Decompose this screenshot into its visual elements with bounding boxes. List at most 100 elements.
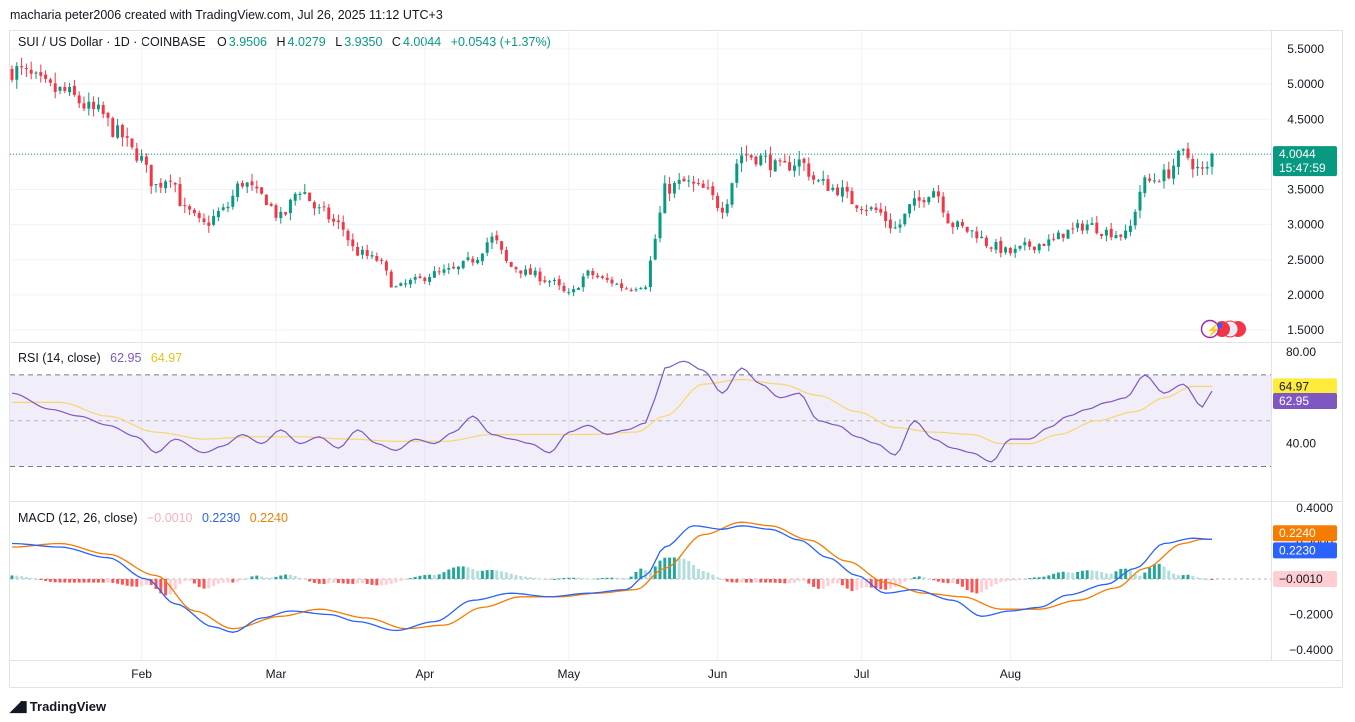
macd-histogram-bar [485, 570, 489, 579]
candle-body [370, 255, 374, 257]
macd-histogram-bar [845, 579, 849, 589]
candle-body [221, 207, 225, 210]
macd-histogram-bar [898, 579, 902, 585]
macd-histogram-bar [682, 558, 686, 579]
tradingview-logo-icon: ◢▮ [10, 698, 28, 715]
candle-body [279, 211, 283, 219]
candle-body [725, 204, 729, 214]
candle-body [696, 183, 700, 185]
candle-body [428, 277, 432, 282]
time-axis-ticks: Feb Mar Apr May Jun Jul Aug [131, 667, 1021, 681]
macd-histogram-bar [615, 577, 619, 579]
candle-body [653, 238, 657, 260]
macd-histogram-bar [317, 579, 321, 584]
candle-body [773, 160, 777, 172]
candle-body [15, 66, 19, 80]
candle-body [1148, 178, 1152, 181]
candle-body [788, 162, 792, 171]
candle-body [687, 180, 691, 182]
macd-histogram-bar [303, 579, 307, 580]
macd-histogram-bar [476, 570, 480, 579]
macd-histogram-bar [965, 579, 969, 591]
macd-histogram-bar [15, 575, 19, 579]
candle-body [1032, 246, 1036, 251]
candle-body [298, 193, 302, 195]
macd-histogram-bar [591, 578, 595, 580]
candle-body [336, 220, 340, 223]
macd-histogram-bar [936, 579, 940, 582]
candle-body [764, 155, 768, 157]
candle-body [1004, 247, 1008, 253]
candle-body [351, 239, 355, 247]
candle-body [903, 213, 907, 225]
macd-histogram-bar [836, 579, 840, 584]
lightning-icon: ⚡ [1206, 323, 1221, 337]
candle-body [888, 219, 892, 229]
macd-histogram-bar [130, 579, 134, 587]
macd-histogram-bar [1076, 572, 1080, 579]
candle-body [44, 74, 48, 79]
candle-body [120, 125, 124, 138]
candle-body [663, 183, 667, 214]
candle-body [413, 277, 417, 280]
macd-histogram-bar [380, 579, 384, 586]
macd-histogram-bar [1042, 576, 1046, 579]
macd-histogram-bar [260, 576, 264, 579]
candle-body [159, 182, 163, 188]
candle-body [500, 241, 504, 250]
candle-body [605, 277, 609, 280]
dividend-icon[interactable] [1200, 319, 1220, 339]
price-tick-label: 5.5000 [1287, 42, 1324, 56]
candle-body [994, 242, 998, 250]
macd-histogram-bar [1124, 568, 1128, 579]
candle-body [317, 207, 321, 209]
candle-body [879, 208, 883, 213]
candle-body [965, 226, 969, 232]
macd-histogram-bar [605, 577, 609, 579]
macd-histogram-bar [773, 579, 777, 583]
candle-body [1042, 243, 1046, 246]
macd-histogram-bar [999, 579, 1003, 583]
macd-histogram-bar [668, 557, 672, 579]
chart-frame [9, 30, 1343, 688]
macd-histogram-bar [312, 579, 316, 583]
macd-histogram-bar [956, 579, 960, 584]
candle-body [720, 207, 724, 213]
macd-histogram-bar [29, 577, 33, 579]
low-value: 3.9350 [344, 35, 383, 49]
macd-histogram-bar [572, 577, 576, 579]
candle-body [471, 258, 475, 263]
macd-histogram-bar [125, 579, 129, 586]
macd-histogram-bar [514, 575, 518, 579]
macd-histogram-bar [48, 579, 52, 582]
macd-histogram-bar [1172, 573, 1176, 579]
candle-body [711, 186, 715, 196]
candle-body [576, 288, 580, 290]
macd-histogram-bar [197, 579, 201, 587]
candle-body [1176, 150, 1180, 167]
candle-body [130, 138, 134, 148]
macd-histogram-bar [255, 575, 259, 579]
macd-name: MACD (12, 26, close) [18, 511, 138, 525]
candle-body [716, 195, 720, 209]
macd-histogram-bar [869, 579, 873, 588]
event-icons[interactable]: ⚡ [1200, 319, 1247, 339]
candle-body [1104, 229, 1108, 236]
macd-tick-label: 0.4000 [1296, 501, 1333, 515]
macd-histogram-bar [1128, 570, 1132, 579]
macd-histogram-bar [183, 579, 187, 582]
rsi-ma-value: 64.97 [150, 351, 183, 365]
macd-histogram-bar [725, 579, 729, 582]
candle-body [1028, 241, 1032, 247]
macd-histogram-bar [692, 564, 696, 579]
macd-histogram-bar [720, 579, 724, 580]
footer-brand[interactable]: ◢▮ TradingView [10, 697, 106, 715]
macd-hist-badge [1273, 571, 1337, 587]
candle-body [946, 213, 950, 224]
macd-histogram-bar [754, 579, 758, 583]
macd-histogram-bar [840, 579, 844, 586]
candle-body [951, 222, 955, 228]
macd-histogram-bar [970, 579, 974, 593]
candle-body [466, 257, 470, 260]
